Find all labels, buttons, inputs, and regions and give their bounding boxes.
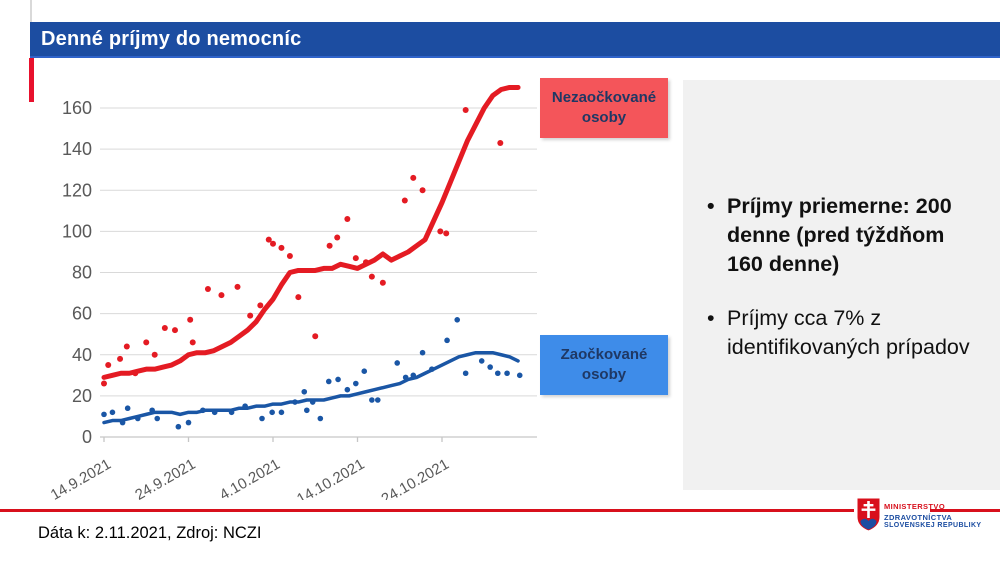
red-accent-bar [29,58,34,102]
top-left-tick [30,0,32,22]
legend-vaccinated-label: Zaočkované osoby [560,345,648,383]
bullet-item-admissions-average: Príjmy priemerne: 200 denne (pred týždňo… [705,192,976,280]
svg-text:14.10.2021: 14.10.2021 [294,456,368,500]
svg-text:120: 120 [62,180,92,200]
svg-text:80: 80 [72,263,92,283]
ministry-name-line2: ZDRAVOTNÍCTVA [884,513,953,522]
svg-text:4.10.2021: 4.10.2021 [217,456,283,500]
slide-title: Denné príjmy do nemocníc [41,27,302,50]
legend-unvaccinated-label: Nezaočkované osoby [551,88,657,126]
svg-text:20: 20 [72,386,92,406]
svg-text:60: 60 [72,304,92,324]
svg-text:100: 100 [62,221,92,241]
svg-text:40: 40 [72,345,92,365]
footer-rule-left [0,509,854,512]
data-note: Dáta k: 2.11.2021, Zdroj: NCZI [38,524,262,542]
daily-admissions-chart: 0 20 40 60 80 100 120 140 160 14.9.2021 24.9.2021 4… [48,85,537,500]
footer-rule-right [930,509,1000,512]
svg-text:14.9.2021: 14.9.2021 [48,456,114,500]
ministry-name-line3: SLOVENSKEJ REPUBLIKY [884,522,982,529]
bullet-item-admissions-share: Príjmy cca 7% z identifikovaných prípado… [705,304,976,362]
title-bar: Denné príjmy do nemocníc [30,22,1000,58]
svg-text:24.10.2021: 24.10.2021 [378,456,452,500]
info-panel: Príjmy priemerne: 200 denne (pred týždňo… [683,80,1000,490]
legend-vaccinated: Zaočkované osoby [540,335,668,395]
svg-text:140: 140 [62,139,92,159]
bullet-list: Príjmy priemerne: 200 denne (pred týždňo… [705,192,976,362]
svg-text:24.9.2021: 24.9.2021 [132,456,198,500]
ministry-name-line1: MINISTERSTVO [884,502,946,511]
svg-text:0: 0 [82,427,92,447]
slovak-coat-of-arms-icon [856,497,881,532]
legend-unvaccinated: Nezaočkované osoby [540,78,668,138]
svg-text:160: 160 [62,98,92,118]
